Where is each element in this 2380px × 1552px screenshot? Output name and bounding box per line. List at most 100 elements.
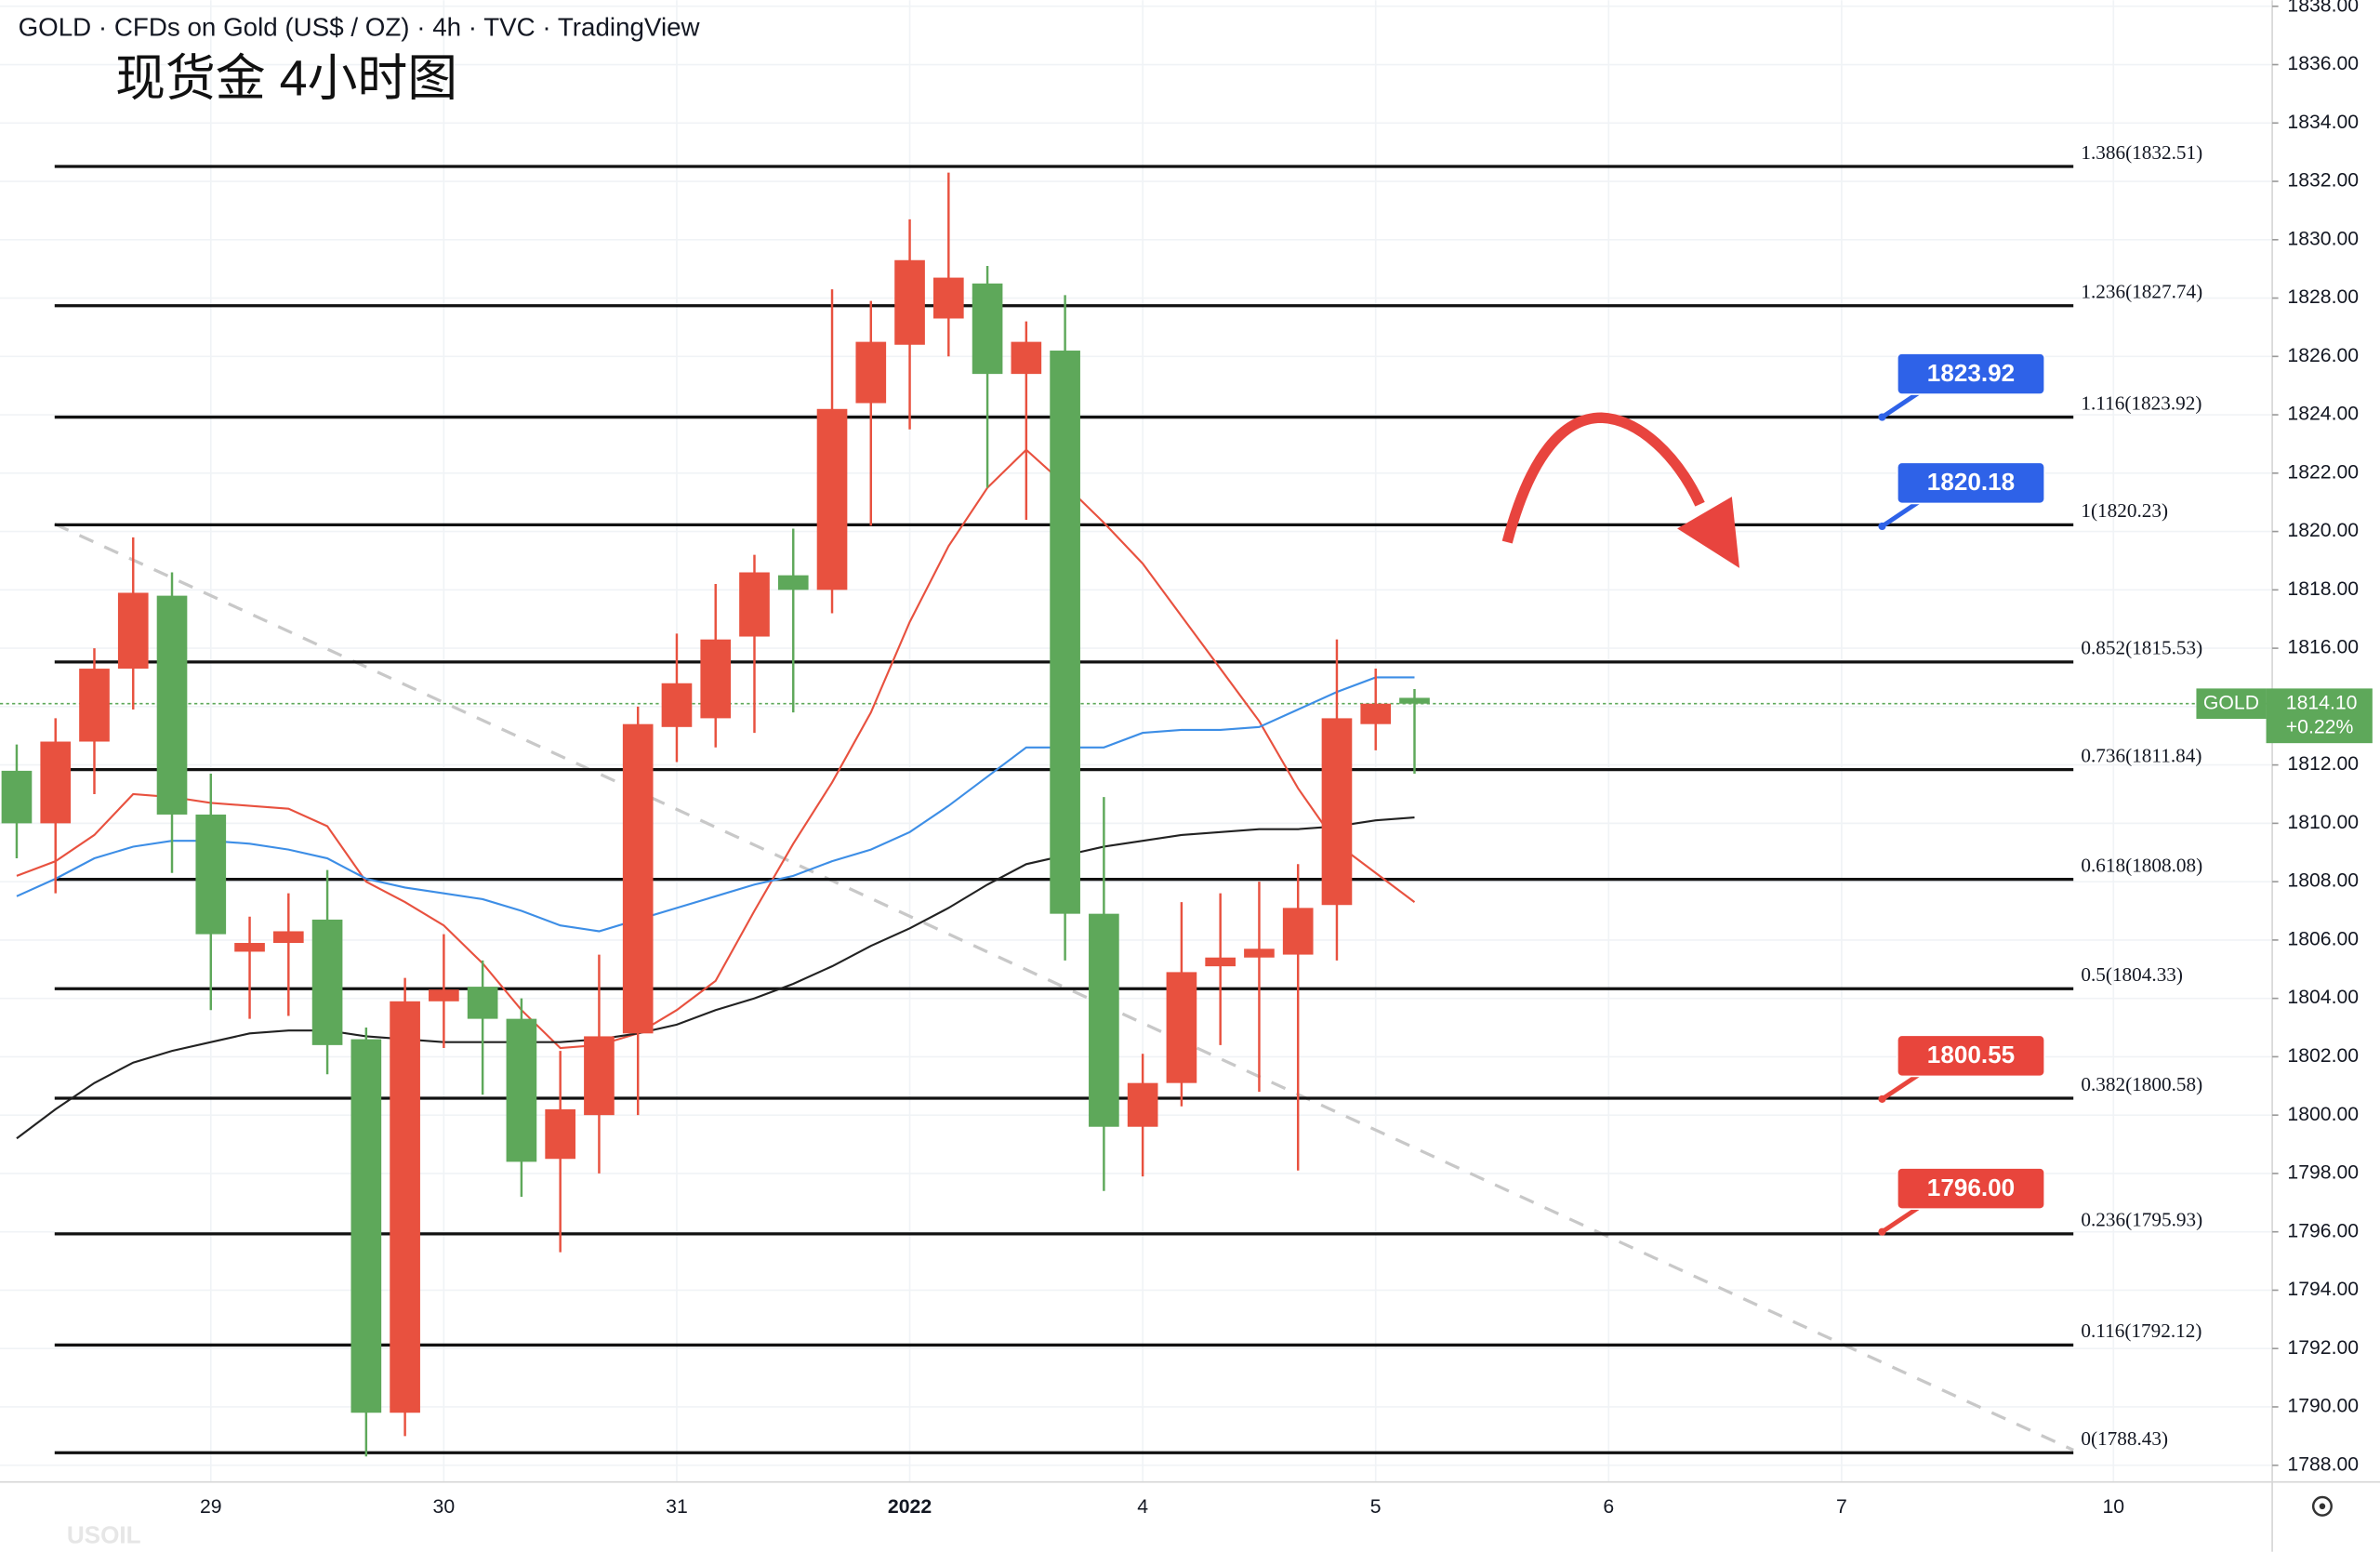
price-label: 1814.10: [2286, 692, 2358, 713]
candle-body: [855, 341, 887, 404]
plot: [0, 172, 2273, 1457]
candle-body: [1205, 957, 1236, 967]
candle-body: [311, 919, 343, 1045]
fib-level-label: 1.236(1827.74): [2081, 281, 2202, 303]
x-tick-label: 4: [1137, 1496, 1148, 1518]
candle-body: [622, 723, 654, 1034]
settings-icon[interactable]: [2311, 1495, 2333, 1517]
fib-level-label: 0.736(1811.84): [2081, 744, 2202, 766]
y-tick-label: 1796.00: [2287, 1220, 2359, 1241]
arrow-head: [1677, 497, 1740, 568]
fib-level-label: 1.386(1832.51): [2081, 141, 2202, 164]
moving-average: [16, 816, 1415, 1140]
candle-body: [894, 259, 925, 345]
callout-pointer: [1881, 1205, 1921, 1234]
candle-body: [545, 1108, 575, 1160]
y-tick-label: 1794.00: [2287, 1279, 2359, 1300]
callout-pointer: [1881, 391, 1921, 419]
candle-body: [1244, 948, 1275, 958]
callout-box: [1897, 1034, 2045, 1078]
x-tick-label: 6: [1603, 1496, 1614, 1518]
x-tick-label: 29: [200, 1496, 222, 1518]
candle-body: [1166, 972, 1197, 1083]
y-tick-label: 1816.00: [2287, 637, 2359, 658]
callout-dot: [1878, 413, 1886, 421]
x-tick-label: 7: [1836, 1496, 1847, 1518]
candle-body: [777, 575, 809, 590]
chart-title: GOLD · CFDs on Gold (US$ / OZ) · 4h · TV…: [19, 13, 701, 42]
callout-pointer: [1881, 499, 1921, 528]
candle-body: [79, 669, 110, 742]
candle-body: [272, 931, 304, 944]
y-tick-label: 1830.00: [2287, 228, 2359, 249]
chart-subtitle: 现货金 4小时图: [115, 51, 457, 107]
y-tick-label: 1790.00: [2287, 1396, 2359, 1417]
fib-level-label: 1(1820.23): [2081, 499, 2168, 522]
callout-label: 1820.18: [1927, 468, 2015, 496]
trend-line: [54, 522, 2074, 1452]
fib-level-label: 0.236(1795.93): [2081, 1209, 2202, 1231]
candle-body: [1321, 718, 1353, 906]
candle-body: [739, 572, 770, 637]
y-tick-label: 1838.00: [2287, 0, 2359, 16]
fib-level-label: 0(1788.43): [2081, 1427, 2168, 1450]
watermark: USOIL: [67, 1520, 141, 1548]
candle-body: [972, 283, 1003, 375]
candle-body: [1, 770, 33, 824]
x-tick-label: 10: [2102, 1496, 2124, 1518]
fib-level-label: 0.852(1815.53): [2081, 637, 2202, 659]
candle-body: [661, 683, 693, 727]
candle-body: [1127, 1082, 1158, 1127]
price-tag: [2266, 688, 2373, 744]
callout-box: [1897, 1167, 2045, 1211]
moving-average: [16, 676, 1415, 933]
y-tick-label: 1802.00: [2287, 1045, 2359, 1067]
symbol-tag: [2196, 688, 2267, 720]
change-label: +0.22%: [2286, 716, 2354, 737]
callout-dot: [1878, 522, 1886, 531]
y-tick-label: 1804.00: [2287, 987, 2359, 1008]
y-tick-label: 1810.00: [2287, 812, 2359, 833]
callout-dot: [1878, 1094, 1886, 1103]
y-tick-label: 1798.00: [2287, 1162, 2359, 1184]
callout-dot: [1878, 1227, 1886, 1236]
y-tick-label: 1834.00: [2287, 112, 2359, 133]
y-tick-label: 1800.00: [2287, 1104, 2359, 1125]
y-tick-label: 1792.00: [2287, 1337, 2359, 1359]
fib-level-label: 1.116(1823.92): [2081, 391, 2202, 414]
y-tick-label: 1812.00: [2287, 753, 2359, 775]
y-tick-label: 1826.00: [2287, 345, 2359, 366]
candle-body: [40, 741, 72, 824]
y-tick-label: 1788.00: [2287, 1453, 2359, 1475]
candle-body: [467, 987, 498, 1019]
candle-body: [1360, 703, 1392, 724]
candle-body: [816, 408, 848, 590]
fib-level-label: 0.618(1808.08): [2081, 854, 2202, 876]
x-tick-label: 31: [666, 1496, 688, 1518]
fib-level-label: 0.5(1804.33): [2081, 963, 2183, 986]
callout-label: 1823.92: [1927, 359, 2015, 387]
candle-body: [700, 639, 732, 719]
symbol-label: GOLD: [2203, 692, 2259, 713]
candle-body: [1011, 341, 1042, 375]
y-tick-label: 1820.00: [2287, 520, 2359, 541]
moving-average: [16, 448, 1416, 1050]
arrow: [1501, 412, 1705, 544]
candle-body: [350, 1039, 382, 1413]
callout-label: 1796.00: [1927, 1174, 2015, 1201]
candle-body: [584, 1036, 615, 1116]
y-tick-label: 1806.00: [2287, 929, 2359, 950]
candle-body: [1050, 351, 1080, 914]
candle-body: [506, 1018, 537, 1162]
candle-body: [1089, 913, 1119, 1127]
y-tick-label: 1822.00: [2287, 461, 2359, 483]
candle-body: [234, 943, 265, 952]
callout-box: [1897, 461, 2045, 505]
candle-body: [932, 277, 964, 319]
y-tick-label: 1832.00: [2287, 170, 2359, 192]
callout-box: [1897, 352, 2045, 395]
y-tick-label: 1828.00: [2287, 286, 2359, 308]
y-tick-label: 1808.00: [2287, 870, 2359, 892]
callout-label: 1800.55: [1927, 1041, 2015, 1068]
